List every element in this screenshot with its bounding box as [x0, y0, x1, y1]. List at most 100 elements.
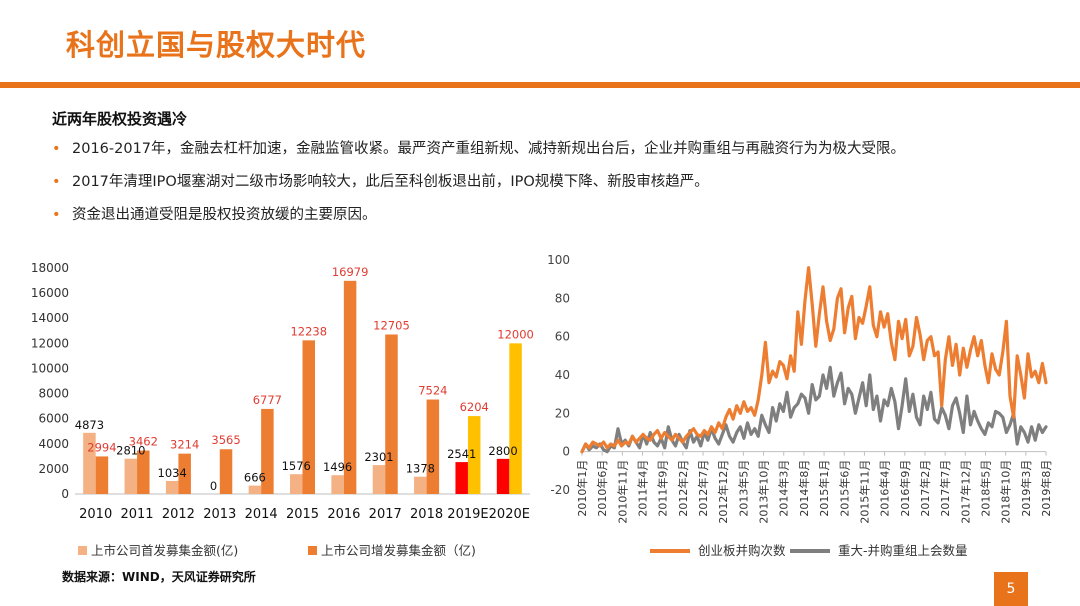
data-label-ipo: 2800: [488, 444, 517, 458]
x-tick-label: 2016年4月: [878, 460, 892, 517]
x-tick-label: 2010: [79, 507, 112, 522]
mna-line-chart: -20 0 20 40 60 80 100 2010年1月 2010年6月 2010年11月 201…: [547, 253, 1053, 524]
bar-ipo: [248, 485, 262, 494]
legend-swatch-ipo: [78, 546, 87, 555]
x-tick-label: 2015: [286, 507, 319, 522]
data-label-ipo: 1034: [158, 466, 187, 480]
data-label-ipo: 0: [210, 479, 217, 493]
x-tick-label: 2013: [203, 507, 236, 522]
y-tick-label: 18000: [31, 261, 69, 275]
bullet-dot-icon: •: [52, 207, 61, 223]
bar-ipo: [290, 474, 303, 494]
bullet-text: 2017年清理IPO堰塞湖对二级市场影响较大，此后至科创板退出前，IPO规模下降…: [72, 174, 709, 190]
x-tick-label: 2015年1月: [817, 460, 831, 517]
bar-seo: [426, 399, 440, 494]
x-tick-label: 2016年9月: [898, 460, 912, 517]
bar-legend-item-seo: 上市公司增发募集金额（亿): [308, 540, 476, 559]
bar-seo: [302, 340, 315, 494]
bar-ipo: [455, 462, 468, 494]
y-tick-label: 2000: [38, 462, 69, 476]
bullet-item: • 2017年清理IPO堰塞湖对二级市场影响较大，此后至科创板退出前，IPO规模下…: [52, 171, 905, 204]
line-legend-item-mna: 重大-并购重组上会数量: [790, 540, 968, 559]
y-tick-label: 4000: [38, 437, 69, 451]
y-tick-label: 10000: [31, 361, 69, 375]
series-line-gem: [580, 266, 1048, 454]
x-tick-label: 2013年5月: [736, 460, 750, 517]
data-label-seo: 6204: [460, 400, 489, 414]
y-tick-label: -20: [550, 483, 570, 497]
bar-seo: [95, 456, 109, 494]
bar-seo: [219, 449, 233, 494]
bar-ipo: [496, 458, 510, 494]
bar-ipo: [124, 458, 138, 494]
legend-label-mna: 重大-并购重组上会数量: [838, 543, 968, 558]
bullet-dot-icon: •: [52, 174, 61, 190]
bar-legend-item-ipo: 上市公司首发募集金额(亿): [78, 540, 238, 559]
x-tick-label: 2018年5月: [978, 460, 992, 517]
x-tick-label: 2017年12月: [958, 460, 972, 524]
x-tick-label: 2010年6月: [595, 460, 609, 517]
legend-label-seo: 上市公司增发募集金额（亿): [321, 543, 476, 558]
x-tick-label: 2012年12月: [716, 460, 730, 524]
x-tick-label: 2014年8月: [797, 460, 811, 517]
x-tick-label: 2015年11月: [857, 460, 871, 524]
bar-ipo: [331, 475, 344, 494]
data-label-ipo: 2541: [447, 447, 476, 461]
bullet-list: • 2016-2017年，金融去杠杆加速，金融监管收紧。最严资产重组新规、减持新规…: [52, 138, 905, 237]
x-tick-label: 2018年10月: [999, 460, 1013, 524]
data-label-seo: 2994: [87, 440, 116, 454]
bullet-text: 2016-2017年，金融去杠杆加速，金融监管收紧。最严资产重组新规、减持新规出…: [72, 141, 906, 157]
bullet-dot-icon: •: [52, 141, 61, 157]
x-tick-label: 2012年2月: [676, 460, 690, 517]
data-label-ipo: 2301: [364, 450, 393, 464]
x-tick-label: 2014年3月: [777, 460, 791, 517]
y-tick-label: 80: [555, 291, 570, 305]
data-source-note: 数据来源：WIND，天风证券研究所: [62, 570, 256, 584]
data-label-ipo: 666: [244, 471, 266, 485]
y-tick-label: 12000: [31, 336, 69, 350]
x-tick-label: 2013年10月: [757, 460, 771, 524]
data-label-ipo: 1576: [282, 459, 311, 473]
x-tick-label: 2016: [327, 507, 360, 522]
bar-seo: [343, 280, 357, 494]
legend-label-gem: 创业板并购次数: [698, 543, 786, 558]
data-label-ipo: 2810: [116, 444, 145, 458]
y-tick-label: 0: [562, 445, 570, 459]
legend-line-gem: [650, 548, 690, 553]
bar-seo: [137, 450, 150, 494]
bullet-item: • 2016-2017年，金融去杠杆加速，金融监管收紧。最严资产重组新规、减持新规…: [52, 138, 905, 171]
data-label-seo: 12238: [290, 324, 327, 338]
x-tick-label: 2017年2月: [918, 460, 932, 517]
x-tick-label: 2014: [245, 507, 278, 522]
data-label-ipo: 1378: [406, 462, 435, 476]
financing-bar-chart: 0 2000 4000 6000 8000 10000 12000 14000 16000 180…: [31, 261, 534, 522]
bullet-item: • 资金退出通道受阻是股权投资放缓的主要原因。: [52, 204, 905, 237]
bar-seo: [385, 334, 398, 494]
bar-seo: [509, 343, 522, 494]
x-tick-label: 2019年8月: [1039, 460, 1053, 517]
x-tick-label: 2015年6月: [837, 460, 851, 517]
x-tick-label: 2018: [410, 507, 443, 522]
bar-seo: [467, 416, 481, 494]
bar-ipo: [83, 432, 96, 494]
bar-seo: [261, 408, 274, 494]
x-tick-label: 2011年9月: [656, 460, 670, 517]
title-divider: [0, 82, 1080, 88]
bar-ipo: [372, 465, 386, 494]
y-tick-label: 0: [61, 487, 69, 501]
y-tick-label: 40: [555, 368, 570, 382]
x-tick-label: 2010年1月: [575, 460, 589, 517]
y-tick-label: 60: [555, 330, 570, 344]
y-tick-label: 100: [547, 253, 570, 267]
data-label-seo: 16979: [332, 265, 369, 279]
data-label-seo: 3214: [170, 438, 199, 452]
y-tick-label: 20: [555, 406, 570, 420]
y-tick-label: 16000: [31, 286, 69, 300]
x-tick-label: 2019E: [447, 507, 488, 522]
y-tick-label: 14000: [31, 311, 69, 325]
data-label-ipo: 1496: [323, 460, 352, 474]
bar-ipo: [165, 481, 179, 494]
x-tick-label: 2010年11月: [615, 460, 629, 524]
page-number: 5: [994, 572, 1028, 606]
legend-swatch-seo: [308, 546, 317, 555]
